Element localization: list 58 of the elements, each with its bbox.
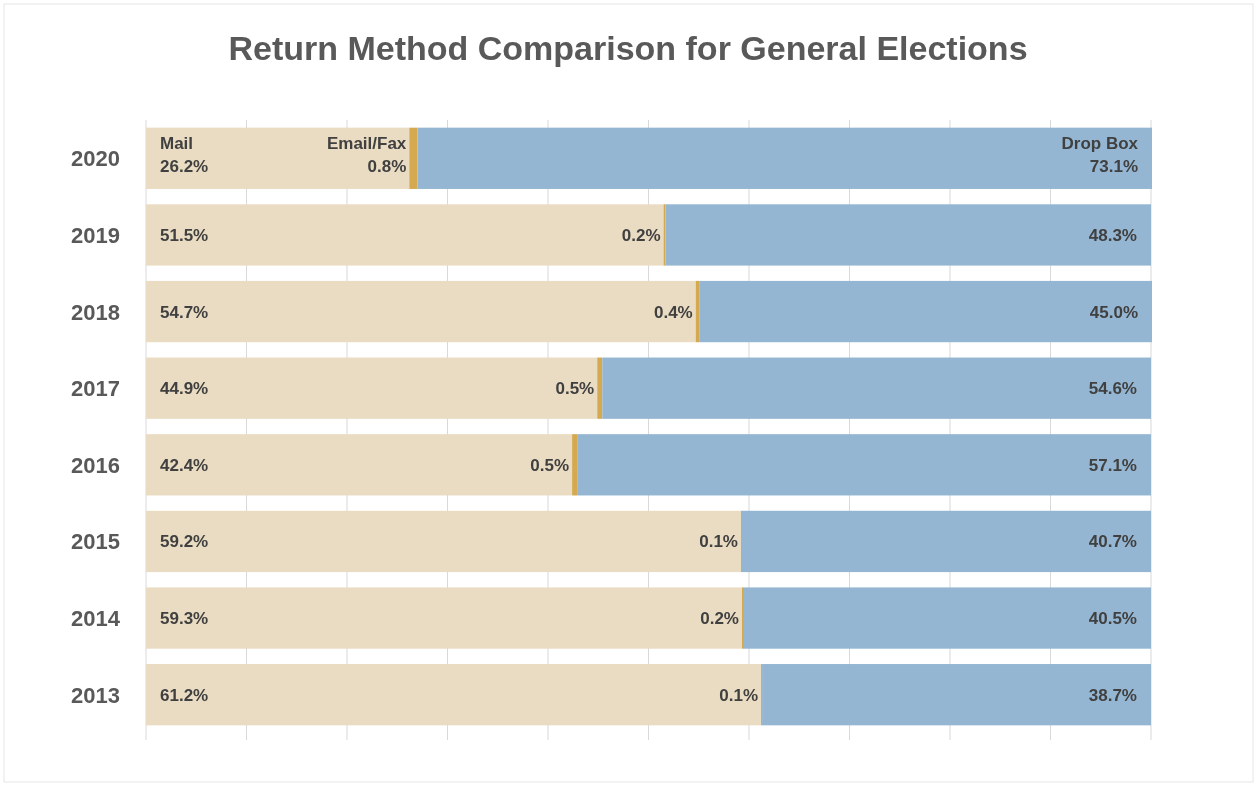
data-label: 0.5% [555,379,595,399]
y-tick-label: 2016 [71,452,120,478]
bar [743,587,1151,649]
bar [146,127,410,189]
y-tick-label: 2017 [71,376,120,402]
bar [597,357,603,419]
data-label: 26.2% [160,156,209,176]
data-label: 38.7% [1088,685,1137,705]
bar [741,510,1151,573]
data-label: 0.1% [719,685,759,705]
data-label: 40.7% [1088,532,1137,552]
y-tick-label: 2013 [71,682,120,708]
data-label: 48.3% [1088,225,1137,245]
data-label: 0.2% [700,609,739,629]
data-label: 54.7% [160,302,209,322]
chart-title: Return Method Comparison for General Elections [228,29,1028,67]
bar [409,127,418,189]
data-label: 40.5% [1088,609,1137,629]
y-tick-label: 2018 [71,299,120,325]
y-tick-label: 2019 [71,222,120,248]
data-label: 61.2% [160,685,209,705]
series-label: Mail [160,133,194,153]
data-label: 73.1% [1089,156,1138,176]
bar [699,280,1152,343]
data-label: 45.0% [1089,302,1138,322]
data-label: 57.1% [1088,455,1137,475]
data-label: 0.5% [530,455,570,475]
data-label: 0.8% [367,156,407,176]
series-label: Drop Box [1061,133,1139,153]
bar [602,357,1151,419]
bar [146,434,573,496]
data-label: 51.5% [160,225,209,245]
bar [663,204,666,266]
data-label: 42.4% [160,455,209,475]
bar [146,664,762,726]
bar [417,127,1152,189]
bar [146,587,742,649]
data-label: 0.2% [621,225,661,245]
bar [695,280,700,343]
bar [146,204,664,266]
y-tick-label: 2015 [71,529,120,555]
bar [665,204,1151,266]
data-label: 44.9% [160,379,209,399]
data-label: 59.3% [160,609,209,629]
data-label: 0.1% [699,532,738,552]
bar [762,664,1151,726]
bar [741,587,744,649]
y-tick-label: 2020 [71,146,120,172]
series-label: Email/Fax [326,133,407,153]
data-label: 59.2% [160,532,209,552]
bar [146,280,696,343]
data-label: 0.4% [653,302,693,322]
y-tick-label: 2014 [71,606,121,632]
bar [577,434,1151,496]
bar [146,357,598,419]
data-label: 54.6% [1088,379,1137,399]
bar [572,434,578,496]
bar [146,510,741,573]
